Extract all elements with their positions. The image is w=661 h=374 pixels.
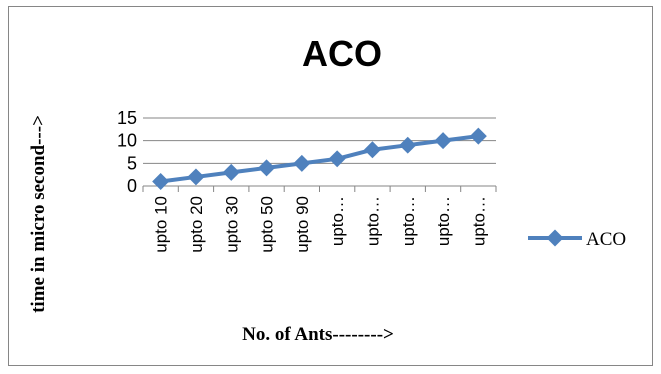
chart-title: ACO [302,33,382,74]
y-tick-label: 15 [117,108,137,128]
data-point [434,132,452,150]
data-point [469,127,487,145]
y-tick-label: 5 [127,153,137,173]
x-category-label: upto… [469,196,488,246]
data-point [328,150,346,168]
data-point [399,136,417,154]
data-point [152,172,170,190]
data-point [293,154,311,172]
x-category-label: upto… [399,196,418,246]
x-category-label: upto 10 [152,196,171,253]
data-point [258,159,276,177]
y-tick-label: 10 [117,131,137,151]
x-category-label: upto 90 [293,196,312,253]
series-aco [152,127,487,190]
legend: ACO [528,229,626,250]
data-point [363,141,381,159]
x-axis-label: No. of Ants--------> [242,324,394,345]
x-category-label: upto… [434,196,453,246]
x-category-label: upto 30 [222,196,241,253]
x-category-label: upto… [363,196,382,246]
legend-marker-icon [546,229,564,247]
data-point [187,168,205,186]
x-category-label: upto 50 [258,196,277,253]
x-axis [142,185,497,192]
x-category-label: upto… [328,196,347,246]
x-category-label: upto 20 [187,196,206,253]
x-axis-categories: upto 10 upto 20 upto 30 upto 50 upto 90 upto…… [152,196,489,253]
series-line [160,134,479,184]
y-axis-label: time in micro second---> [28,115,49,313]
data-point [222,163,240,181]
legend-entry-aco: ACO [586,229,626,250]
y-tick-label: 0 [127,176,137,196]
y-axis-ticks: 0 510 15 [117,108,137,196]
